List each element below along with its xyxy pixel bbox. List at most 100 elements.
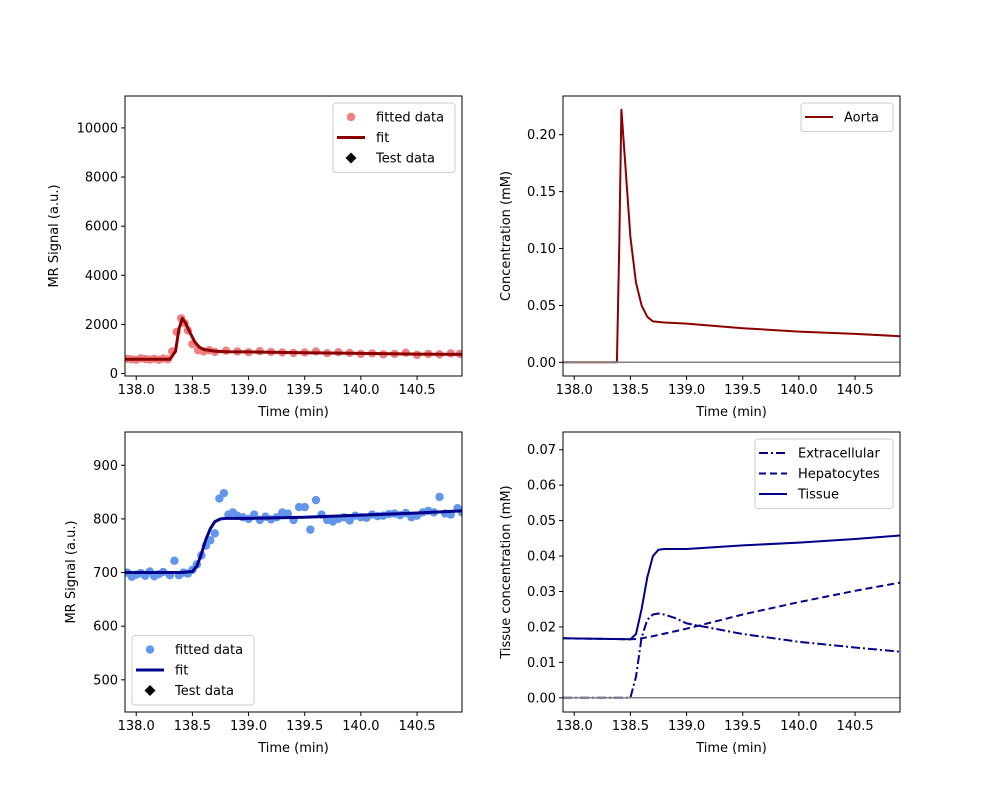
- legend-label: Aorta: [844, 111, 879, 126]
- legend-item: Hepatocytes: [759, 467, 880, 482]
- y-tick-label: 0.02: [527, 620, 556, 635]
- chart-panel-3: 138.0 138.5 139.0 139.5 140.0 140.5 500 600 700 8…: [64, 431, 463, 756]
- y-tick-label: 0.06: [527, 479, 556, 494]
- series-fitted-data-0: [125, 488, 462, 582]
- series-fit-1-line: [125, 316, 462, 361]
- legend-box: [754, 438, 894, 509]
- y-tick-label: 0.05: [527, 299, 556, 314]
- chart-panel-4: 138.0 138.5 139.0 139.5 140.0 140.5 0.00 0.01 0.…: [499, 431, 901, 756]
- data-point: [306, 525, 315, 534]
- x-tick-label: 138.0: [118, 383, 155, 398]
- plot-area: [125, 488, 462, 582]
- legend-item: fitted data: [145, 643, 243, 658]
- x-tick-label: 140.0: [780, 719, 817, 734]
- x-tick-label: 140.5: [836, 383, 873, 398]
- x-tick-label: 138.5: [174, 383, 211, 398]
- data-point: [311, 495, 321, 505]
- x-tick-label: 138.5: [612, 719, 649, 734]
- y-tick-label: 0.03: [527, 585, 556, 600]
- legend: Aorta: [800, 102, 894, 132]
- legend-label: Test data: [174, 684, 234, 699]
- y-tick-label: 8000: [85, 171, 118, 186]
- legend: fitted data fit Test data: [332, 102, 456, 173]
- y-tick-label: 2000: [85, 318, 118, 333]
- legend-marker: [346, 112, 356, 122]
- y-tick-label: 0.00: [527, 356, 556, 371]
- data-point: [170, 556, 179, 565]
- y-tick-label: 0.15: [527, 185, 556, 200]
- x-tick-label: 139.5: [286, 719, 323, 734]
- series-tissue-2-line: [563, 534, 900, 641]
- legend-label: Tissue: [797, 488, 839, 503]
- legend-label: Extracellular: [798, 447, 881, 462]
- data-point: [283, 509, 293, 518]
- y-tick-label: 700: [93, 566, 118, 581]
- y-axis-label: MR Signal (a.u.): [64, 520, 79, 623]
- y-axis-label: MR Signal (a.u.): [47, 184, 62, 287]
- legend-label: fit: [376, 131, 389, 146]
- x-tick-label: 138.0: [556, 719, 593, 734]
- data-point: [210, 529, 220, 538]
- legend-marker: [345, 152, 357, 164]
- x-tick-label: 139.5: [286, 383, 323, 398]
- x-tick-label: 139.0: [230, 719, 267, 734]
- x-tick-label: 138.0: [556, 383, 593, 398]
- chart-panel-1: 138.0 138.5 139.0 139.5 140.0 140.5 0 2000 4000 6…: [47, 95, 463, 420]
- legend: fitted data fit Test data: [131, 635, 255, 706]
- axes-frame: [562, 431, 901, 713]
- series-fit-1-line: [125, 509, 462, 574]
- y-tick-label: 4000: [85, 269, 118, 284]
- x-tick-label: 140.5: [398, 719, 435, 734]
- axes-frame: [124, 431, 463, 713]
- x-tick-label: 140.5: [398, 383, 435, 398]
- legend-item: fitted data: [346, 111, 444, 126]
- series-fitted-data-0: [125, 314, 462, 364]
- legend-item: Test data: [345, 152, 435, 167]
- data-point: [435, 492, 444, 502]
- legend-item: fit: [337, 131, 389, 146]
- legend-marker: [144, 685, 156, 696]
- legend-item: Extracellular: [759, 447, 881, 462]
- data-point: [206, 536, 215, 545]
- y-tick-label: 500: [93, 673, 118, 688]
- x-tick-label: 138.0: [118, 719, 155, 734]
- axes-frame: [124, 95, 463, 377]
- y-tick-label: 800: [93, 512, 118, 527]
- series-aorta-0-line: [563, 108, 900, 364]
- y-tick-label: 6000: [85, 220, 118, 235]
- legend-label: Hepatocytes: [798, 467, 880, 482]
- y-tick-label: 0.07: [527, 443, 556, 458]
- data-point: [345, 516, 354, 525]
- x-axis-label: Time (min): [257, 741, 329, 756]
- axes-frame: [562, 95, 901, 377]
- plot-area: [563, 108, 900, 364]
- x-tick-label: 140.5: [836, 719, 873, 734]
- legend-label: fit: [175, 664, 188, 679]
- x-tick-label: 139.0: [668, 383, 705, 398]
- x-axis-label: Time (min): [257, 405, 329, 420]
- y-tick-label: 10000: [77, 121, 118, 136]
- legend-box: [131, 635, 255, 706]
- y-tick-label: 0.05: [527, 514, 556, 529]
- series-hepatocytes-1-line: [563, 581, 900, 641]
- y-tick-label: 0.10: [527, 242, 556, 257]
- y-axis-label: Concentration (mM): [499, 171, 514, 301]
- plot-area: [125, 314, 462, 364]
- legend-item: fit: [136, 664, 188, 679]
- y-tick-label: 900: [93, 459, 118, 474]
- chart-panel-2: 138.0 138.5 139.0 139.5 140.0 140.5 0.00 0.05 0.…: [499, 95, 901, 420]
- legend-item: Tissue: [759, 488, 839, 503]
- x-tick-label: 139.5: [724, 383, 761, 398]
- data-point: [219, 488, 229, 498]
- x-tick-label: 138.5: [612, 383, 649, 398]
- x-tick-label: 139.0: [668, 719, 705, 734]
- legend: Extracellular Hepatocytes Tissue: [754, 438, 894, 509]
- data-point: [249, 510, 259, 519]
- x-tick-label: 140.0: [780, 383, 817, 398]
- legend-item: Aorta: [805, 111, 879, 126]
- x-tick-label: 140.0: [342, 383, 379, 398]
- series-extracellular-0-line: [563, 612, 900, 699]
- plot-area: [563, 534, 900, 699]
- y-tick-label: 600: [93, 620, 118, 635]
